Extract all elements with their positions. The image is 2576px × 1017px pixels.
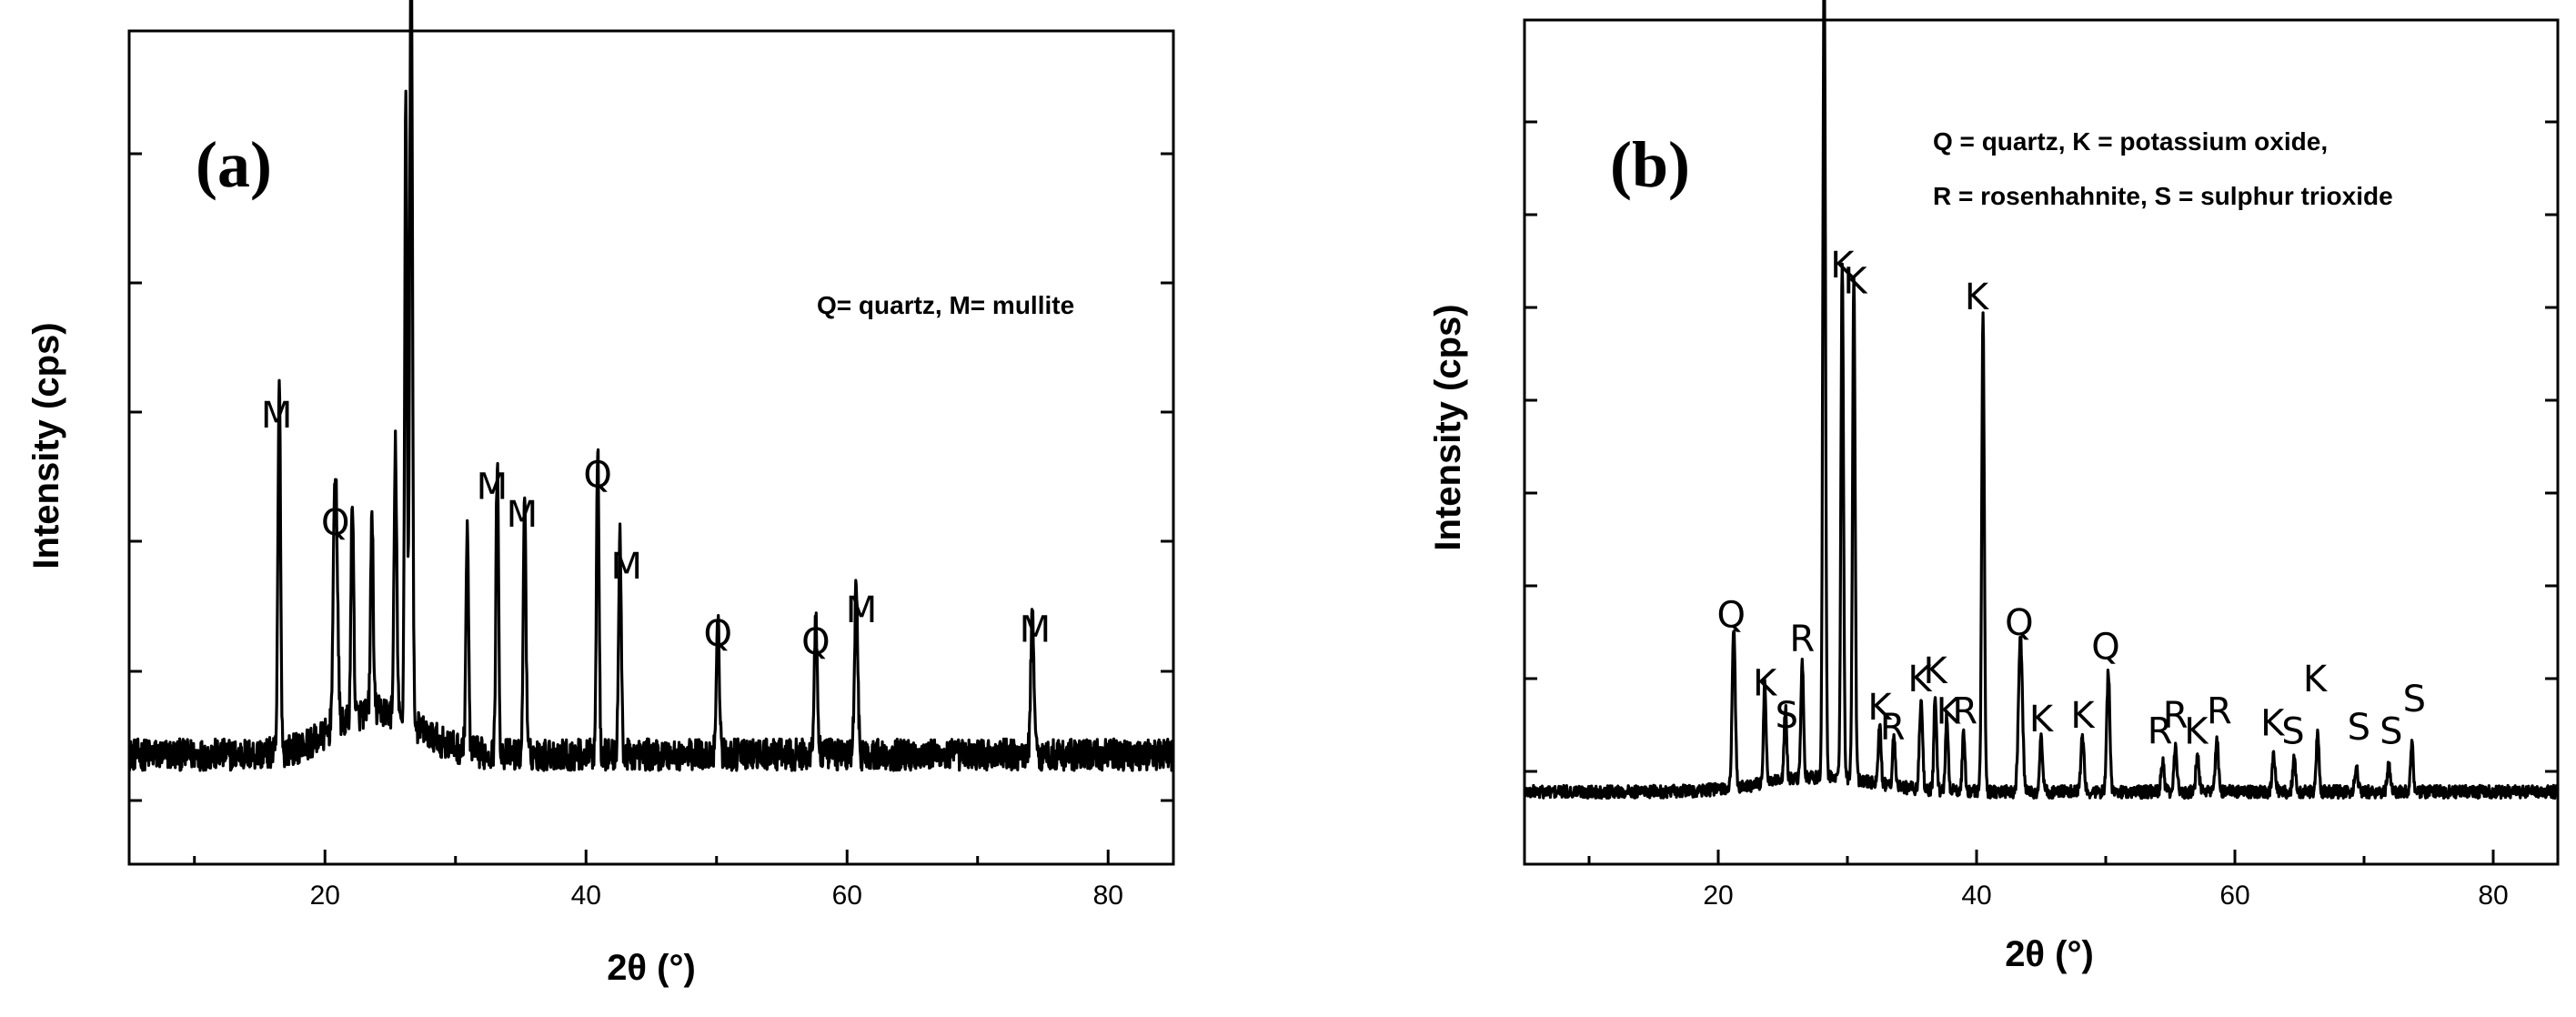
peak-label: Q	[703, 613, 731, 655]
peak-label: Q	[583, 455, 611, 497]
plot-frame	[127, 29, 1175, 866]
panel-b-label: (b)	[1610, 128, 1690, 201]
x-tick-label: 40	[571, 881, 601, 911]
peak-label: K	[1867, 687, 1893, 729]
peak-label: Q	[2091, 627, 2119, 669]
panel-b-x-axis-title: 2θ (°)	[2005, 934, 2094, 974]
peak-label: R	[1952, 690, 1977, 732]
x-tick-label: 80	[2478, 881, 2508, 911]
peak-label: R	[2163, 695, 2189, 737]
chart-panel-a: (a) Q= quartz, M= mullite 2θ (°) Intensi…	[26, 0, 1175, 988]
peak-label: Q	[321, 502, 349, 544]
x-tick-label: 20	[310, 881, 340, 911]
panel-a-legend: Q= quartz, M= mullite	[817, 291, 1074, 319]
peak-label: S	[2403, 679, 2426, 720]
x-tick-label: 80	[1093, 881, 1123, 911]
xrd-pattern-line	[1523, 0, 2560, 801]
peak-label: K	[1753, 662, 1778, 704]
peak-label: K	[1923, 650, 1948, 692]
peak-label: M	[846, 589, 878, 631]
x-tick-label: 20	[1703, 881, 1733, 911]
peak-label: K	[2184, 710, 2209, 752]
peak-label: K	[2303, 659, 2329, 700]
peak-label: R	[2207, 690, 2232, 732]
peak-label: K	[1843, 260, 1868, 302]
peak-label: S	[2348, 707, 2370, 749]
panel-b-legend-line-2: R = rosenhahnite, S = sulphur trioxide	[1933, 182, 2393, 210]
panel-b-legend-line-1: Q = quartz, K = potassium oxide,	[1933, 127, 2328, 156]
peak-label: S	[2380, 710, 2402, 752]
peak-label: M	[477, 467, 508, 508]
peak-label: M	[610, 546, 642, 588]
plot-frame	[1523, 18, 2560, 866]
x-tick-label: 40	[1961, 881, 1991, 911]
peak-label: Q	[2005, 602, 2033, 644]
peak-label: K	[1965, 277, 1990, 318]
peak-label: S	[1776, 695, 1798, 737]
peak-label: K	[2070, 695, 2096, 737]
peak-label: M	[1020, 609, 1052, 651]
peak-label: K	[2029, 699, 2055, 740]
panel-b-y-axis-title: Intensity (cps)	[1428, 304, 1468, 550]
chart-panel-b: (b) Q = quartz, K = potassium oxide, R =…	[1428, 0, 2560, 974]
panel-a-y-axis-title: Intensity (cps)	[26, 322, 66, 569]
peak-label: Q	[801, 621, 830, 663]
peak-label: M	[507, 494, 538, 536]
peak-label: R	[1880, 707, 1906, 749]
peak-label: K	[1907, 659, 1933, 700]
peak-label: K	[2260, 703, 2286, 745]
peak-label: K	[1830, 245, 1856, 287]
xrd-pattern-line	[127, 0, 1175, 772]
peak-label: S	[2281, 710, 2304, 752]
peak-label: M	[261, 395, 293, 437]
peak-label: K	[1937, 690, 1962, 732]
panel-a-label: (a)	[196, 128, 272, 201]
peak-label: Q	[1716, 594, 1745, 636]
peak-label: R	[2148, 710, 2173, 752]
peak-label: R	[1789, 619, 1815, 660]
x-tick-label: 60	[832, 881, 862, 911]
x-tick-label: 60	[2219, 881, 2249, 911]
panel-a-x-axis-title: 2θ (°)	[607, 948, 696, 988]
